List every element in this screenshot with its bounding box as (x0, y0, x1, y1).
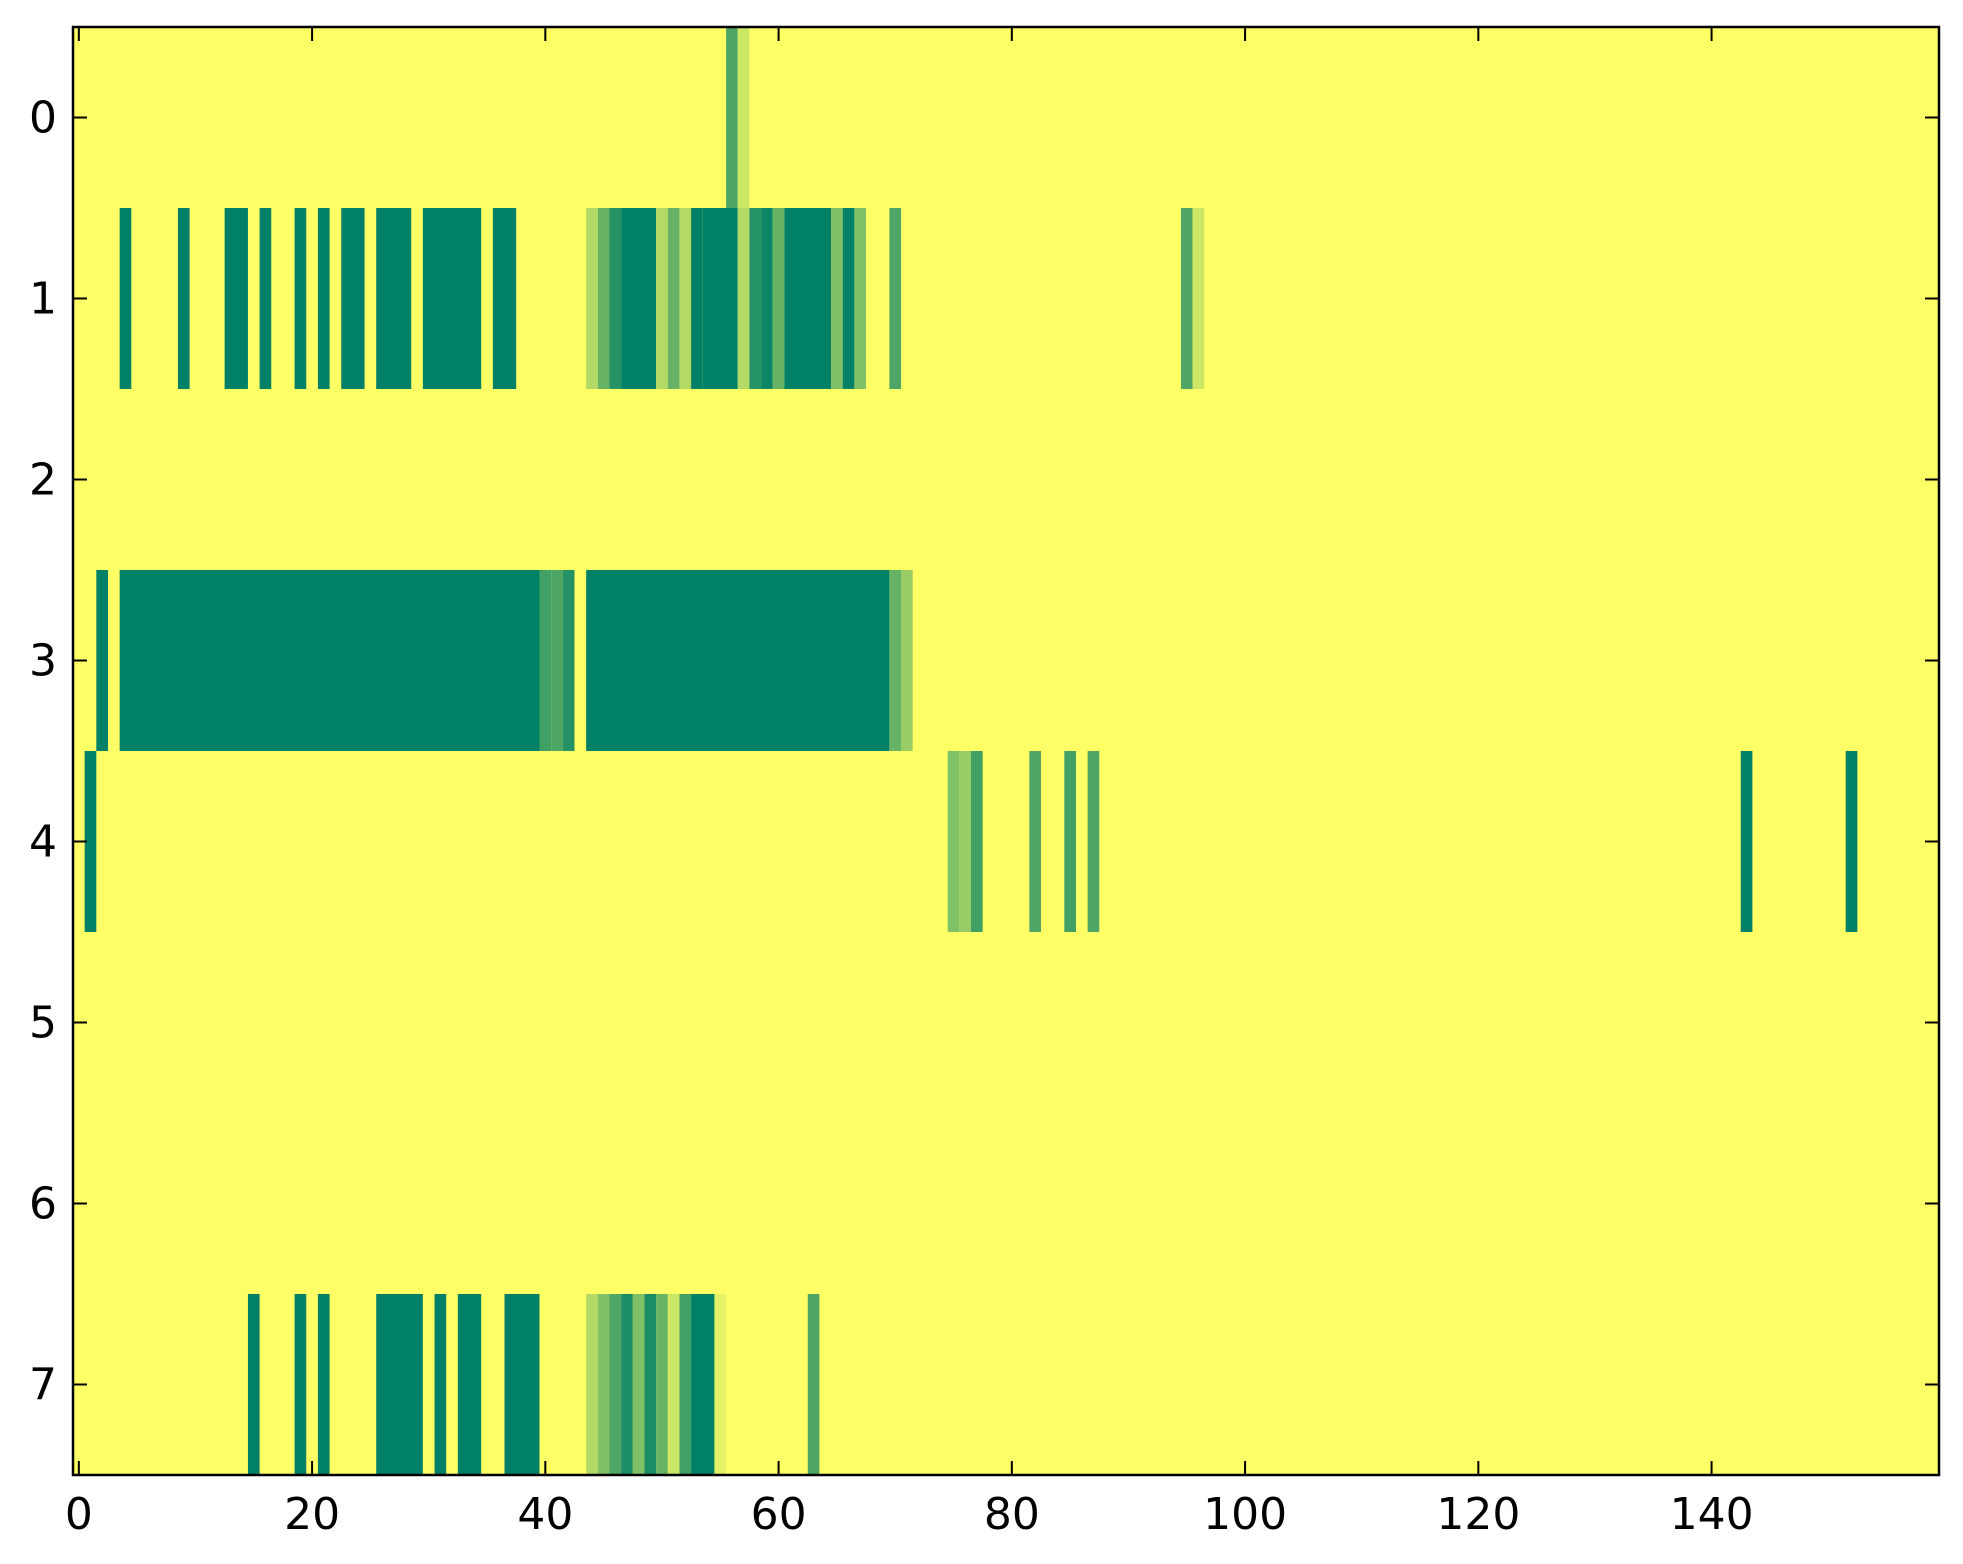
heatmap-cell-row1-col30 (422, 208, 482, 389)
heatmap-cell-row7-col63 (807, 1294, 820, 1475)
heatmap-cell-row1-col26 (376, 208, 412, 389)
heatmap-cell-row1-col4 (119, 208, 132, 389)
heatmap-cell-row3-col41 (551, 570, 563, 751)
heatmap-cell-row7-col53 (691, 1294, 715, 1475)
heatmap-cell-row1-col50 (656, 208, 668, 389)
heatmap-cell-row7-col33 (457, 1294, 482, 1475)
heatmap-cell-row1-col45 (597, 208, 610, 389)
y-tick-label-7: 7 (29, 1360, 57, 1411)
heatmap-cell-row1-col70 (889, 208, 902, 389)
heatmap-cell-row1-col36 (492, 208, 517, 389)
heatmap-cell-row1-col44 (586, 208, 598, 389)
y-tick-label-6: 6 (29, 1179, 57, 1230)
heatmap-cell-row7-col51 (667, 1294, 680, 1475)
heatmap-cell-row1-col54 (702, 208, 738, 389)
heatmap-cell-row4-col82 (1029, 751, 1041, 932)
y-axis-tick-labels: 0 1 2 3 4 5 6 7 (29, 93, 57, 1411)
heatmap-cell-row7-col47 (621, 1294, 633, 1475)
heatmap-cell-row7-col21 (317, 1294, 330, 1475)
heatmap-cell-row3-col71 (901, 570, 913, 751)
heatmap-cell-row7-col50 (656, 1294, 668, 1475)
heatmap-cell-row3-col2 (96, 570, 108, 751)
heatmap-cell-row4-col1 (84, 751, 97, 932)
heatmap-cell-row1-col53 (691, 208, 703, 389)
heatmap-cell-row4-col75 (947, 751, 960, 932)
heatmap-cell-row4-col152 (1845, 751, 1858, 932)
heatmap-cell-row7-col19 (294, 1294, 307, 1475)
heatmap-cell-row3-col4 (119, 570, 540, 751)
y-tick-label-1: 1 (29, 274, 57, 325)
heatmap-cell-row1-col67 (854, 208, 867, 389)
heatmap-cell-row7-col31 (434, 1294, 447, 1475)
heatmap-cell-row1-col47 (621, 208, 657, 389)
x-tick-label-80: 80 (984, 1489, 1040, 1540)
heatmap-cell-row1-col58 (749, 208, 762, 389)
heatmap-cell-row1-col13 (224, 208, 248, 389)
heatmap-cell-row1-col52 (679, 208, 692, 389)
heatmap-cell-row1-col95 (1180, 208, 1193, 389)
heatmap-cell-row1-col16 (259, 208, 272, 389)
heatmap-cell-row1-col66 (842, 208, 855, 389)
heatmap-cell-row1-col65 (831, 208, 843, 389)
y-tick-label-5: 5 (29, 998, 57, 1049)
heatmap-cell-row7-col37 (504, 1294, 540, 1475)
heatmap-cell-row7-col49 (644, 1294, 657, 1475)
heatmap-cell-row7-col55 (714, 1294, 727, 1475)
heatmap-cell-row7-col44 (586, 1294, 598, 1475)
heatmap-cell-row1-col9 (177, 208, 190, 389)
heatmap-cell-row7-col26 (376, 1294, 423, 1475)
heatmap-cell-row7-col15 (247, 1294, 260, 1475)
x-tick-label-120: 120 (1436, 1489, 1520, 1540)
heatmap-cell-row7-col48 (632, 1294, 645, 1475)
y-tick-label-2: 2 (29, 455, 57, 506)
x-tick-label-140: 140 (1670, 1489, 1754, 1540)
x-axis-tick-labels: 0 20 40 60 80 100 120 140 (65, 1489, 1754, 1540)
heatmap-cells (84, 27, 1858, 1475)
heatmap-cell-row7-col46 (609, 1294, 622, 1475)
plot-frame (71, 25, 1941, 1477)
heatmap-cell-row7-col52 (679, 1294, 692, 1475)
heatmap-cell-row1-col60 (772, 208, 785, 389)
y-tick-label-3: 3 (29, 636, 57, 687)
y-tick-label-0: 0 (29, 93, 57, 144)
heatmap-cell-row1-col57 (737, 208, 750, 389)
x-tick-label-20: 20 (284, 1489, 340, 1540)
x-tick-label-60: 60 (751, 1489, 807, 1540)
x-tick-label-0: 0 (65, 1489, 93, 1540)
heatmap-cell-row1-col46 (609, 208, 622, 389)
heatmap-cell-row7-col45 (597, 1294, 610, 1475)
axis-ticks (73, 27, 1939, 1475)
heatmap-cell-row4-col87 (1087, 751, 1100, 932)
x-tick-label-100: 100 (1203, 1489, 1287, 1540)
heatmap-cell-row4-col76 (959, 751, 972, 932)
heatmap-cell-row1-col19 (294, 208, 307, 389)
heatmap-cell-row0-col57 (737, 27, 750, 208)
heatmap-cell-row4-col77 (971, 751, 983, 932)
x-tick-label-40: 40 (517, 1489, 573, 1540)
heatmap-cell-row3-col42 (562, 570, 575, 751)
heatmap-cell-row0-col56 (726, 27, 738, 208)
heatmap-cell-row3-col70 (889, 570, 902, 751)
heatmap-cell-row1-col61 (784, 208, 832, 389)
heatmap-cell-row1-col96 (1192, 208, 1205, 389)
y-tick-label-4: 4 (29, 817, 57, 868)
heatmap-cell-row1-col51 (667, 208, 680, 389)
heatmap-cell-row1-col59 (761, 208, 773, 389)
heatmap-cell-row4-col143 (1740, 751, 1753, 932)
heatmap-cell-row1-col23 (341, 208, 365, 389)
heatmap-cell-row1-col21 (317, 208, 330, 389)
heatmap-cell-row3-col44 (586, 570, 890, 751)
heatmap-cell-row4-col85 (1064, 751, 1076, 932)
heatmap-cell-row3-col40 (539, 570, 552, 751)
